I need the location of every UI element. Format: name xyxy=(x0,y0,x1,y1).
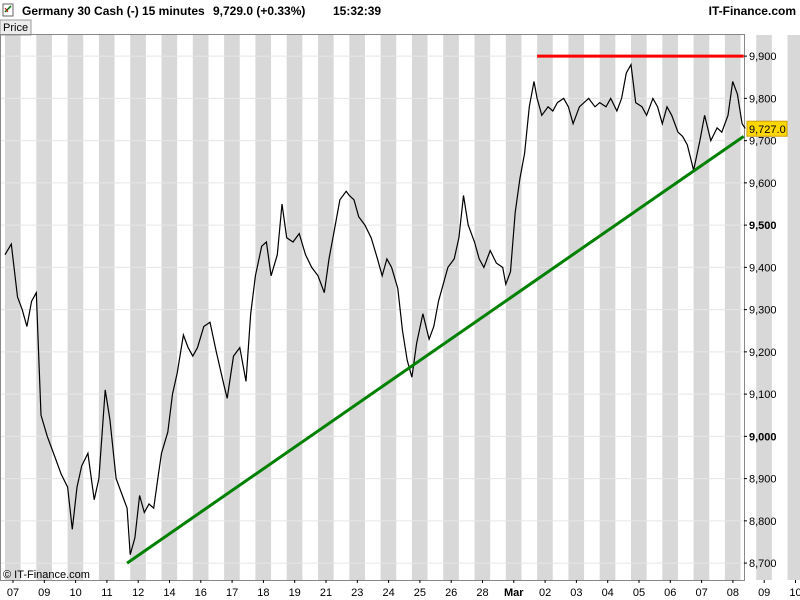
session-band xyxy=(787,35,800,580)
y-tick-label: 8,800 xyxy=(749,516,777,528)
x-tick-label: 23 xyxy=(351,587,363,599)
y-tick-label: 9,900 xyxy=(749,51,777,63)
x-axis: 07 09 10 11 12 14 16 17 18 19 21 23 24 25 26 28 Mar 02 03 0… xyxy=(7,580,800,599)
x-tick-label: 06 xyxy=(664,587,676,599)
instrument-name: Germany 30 Cash (-) xyxy=(22,4,139,18)
x-tick-label: 18 xyxy=(257,587,269,599)
x-tick-label: 19 xyxy=(289,587,301,599)
quote: 9,729.0 (+0.33%) xyxy=(213,4,305,18)
session-band xyxy=(318,35,334,580)
session-band xyxy=(5,35,21,580)
session-band xyxy=(568,35,585,580)
y-tick-label: 9,300 xyxy=(749,305,777,317)
x-tick-label: 25 xyxy=(414,587,426,599)
y-tick-label: 9,800 xyxy=(749,93,777,105)
x-tick-label: 07 xyxy=(7,587,19,599)
x-tick-label: 12 xyxy=(132,587,144,599)
y-tick-label: 9,000 xyxy=(749,431,777,443)
time: 15:32:39 xyxy=(333,4,381,18)
y-tick-label: 9,400 xyxy=(749,262,777,274)
current-price-badge: 9,727.0 xyxy=(746,120,788,137)
x-tick-label: 24 xyxy=(382,587,394,599)
session-band xyxy=(192,35,209,580)
copyright: © IT-Finance.com xyxy=(3,569,90,581)
y-tick-label: 9,200 xyxy=(749,347,777,359)
session-band xyxy=(286,35,303,580)
session-band xyxy=(505,35,522,580)
session-band xyxy=(67,35,84,580)
session-band xyxy=(130,35,146,580)
y-tick-label: 8,900 xyxy=(749,474,777,486)
x-tick-label: 07 xyxy=(695,587,707,599)
y-tick-label: 9,500 xyxy=(749,220,777,232)
x-tick-label: 10 xyxy=(69,587,81,599)
session-band xyxy=(36,35,52,580)
session-band xyxy=(599,35,616,580)
y-tick-label: 9,700 xyxy=(749,136,777,148)
x-tick-label: 14 xyxy=(163,587,175,599)
x-tick-label: 03 xyxy=(570,587,582,599)
timeframe: 15 minutes xyxy=(142,4,205,18)
x-tick-label: 16 xyxy=(195,587,207,599)
session-band xyxy=(631,35,647,580)
x-tick-label: 05 xyxy=(633,587,645,599)
y-tick-label: 9,100 xyxy=(749,389,777,401)
price-series-line xyxy=(4,62,746,555)
session-band xyxy=(161,35,178,580)
support-trendline[interactable] xyxy=(126,135,745,565)
x-tick-label: 04 xyxy=(602,587,614,599)
session-bands xyxy=(5,35,800,580)
x-tick-label: 02 xyxy=(539,587,551,599)
session-band xyxy=(411,35,428,580)
x-tick-label: 10 xyxy=(789,587,800,599)
current-price-label: 9,727.0 xyxy=(749,124,786,136)
x-tick-label: 09 xyxy=(38,587,50,599)
session-band xyxy=(693,35,710,580)
session-band xyxy=(537,35,553,580)
session-band xyxy=(380,35,397,580)
x-tick-label: 08 xyxy=(727,587,739,599)
x-tick-label: 26 xyxy=(445,587,457,599)
header-bar xyxy=(0,0,800,20)
session-band xyxy=(443,35,459,580)
brand: IT-Finance.com xyxy=(709,4,796,18)
session-band xyxy=(98,35,115,580)
x-tick-label: 21 xyxy=(320,587,332,599)
session-band xyxy=(349,35,365,580)
x-tick-label: 09 xyxy=(758,587,770,599)
price-tab[interactable]: Price xyxy=(0,19,32,36)
session-band xyxy=(474,35,491,580)
session-band xyxy=(224,35,240,580)
session-band xyxy=(724,35,741,580)
session-band xyxy=(756,35,772,580)
x-tick-label: 11 xyxy=(101,587,112,599)
y-axis: 8,700 8,800 8,900 9,000 9,100 9,200 9,300 9,400… xyxy=(744,51,777,570)
y-tick-label: 9,600 xyxy=(749,178,777,190)
y-tick-label: 8,700 xyxy=(749,558,777,570)
x-tick-label: Mar xyxy=(504,587,524,599)
session-band xyxy=(255,35,272,580)
plot-frame xyxy=(0,34,745,581)
header-icon xyxy=(2,3,14,17)
x-tick-label: 28 xyxy=(476,587,488,599)
price-tab-label[interactable]: Price xyxy=(3,22,28,34)
x-tick-label: 17 xyxy=(226,587,238,599)
session-band xyxy=(662,35,678,580)
